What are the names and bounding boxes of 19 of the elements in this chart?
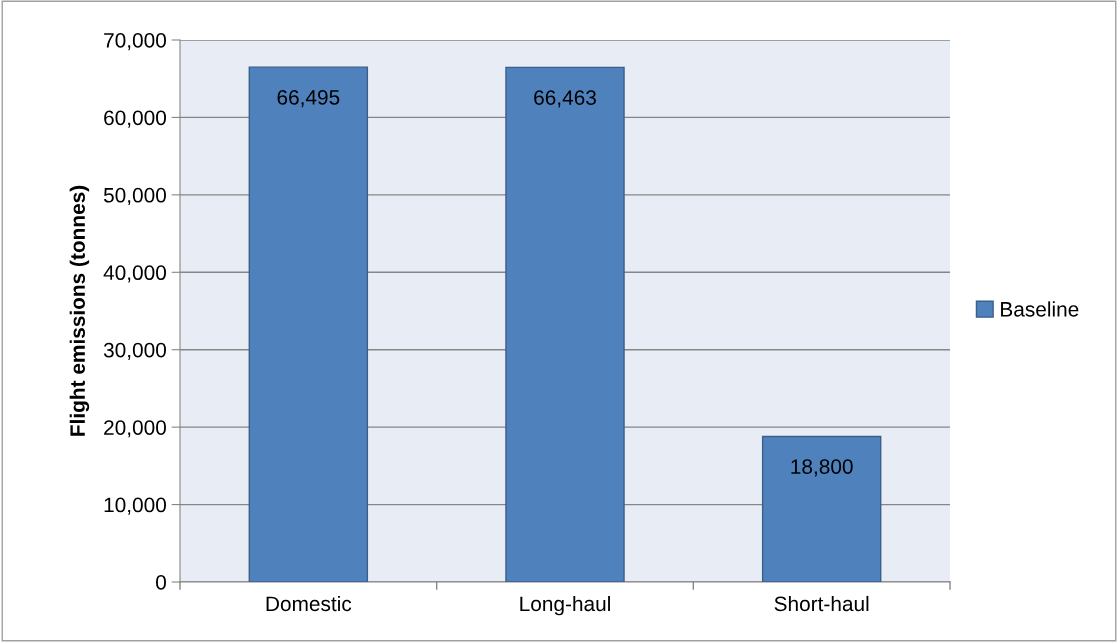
x-tick-label: Long-haul bbox=[520, 595, 610, 616]
y-tick-label: 30,000 bbox=[103, 342, 166, 360]
y-tick-label: 40,000 bbox=[103, 265, 166, 283]
y-tick-label: 50,000 bbox=[103, 187, 166, 206]
y-tick-label: 60,000 bbox=[104, 110, 166, 128]
y-tick-label: 20,000 bbox=[104, 420, 166, 438]
legend-label: Baseline bbox=[1001, 301, 1079, 317]
x-tick-label: Domestic bbox=[266, 595, 352, 612]
bar bbox=[761, 435, 882, 582]
data-label: 66,463 bbox=[534, 90, 596, 108]
y-tick-label: 0 bbox=[156, 575, 166, 590]
y-tick-label: 70,000 bbox=[104, 33, 166, 51]
bar bbox=[505, 66, 625, 582]
data-label: 66,495 bbox=[277, 89, 340, 108]
x-tick-label: Short-haul bbox=[774, 595, 869, 612]
y-axis-title: Flight emissions (tonnes) bbox=[69, 185, 90, 436]
bar bbox=[248, 66, 369, 582]
data-label: 18,800 bbox=[791, 459, 853, 477]
y-tick-label: 10,000 bbox=[104, 497, 166, 515]
